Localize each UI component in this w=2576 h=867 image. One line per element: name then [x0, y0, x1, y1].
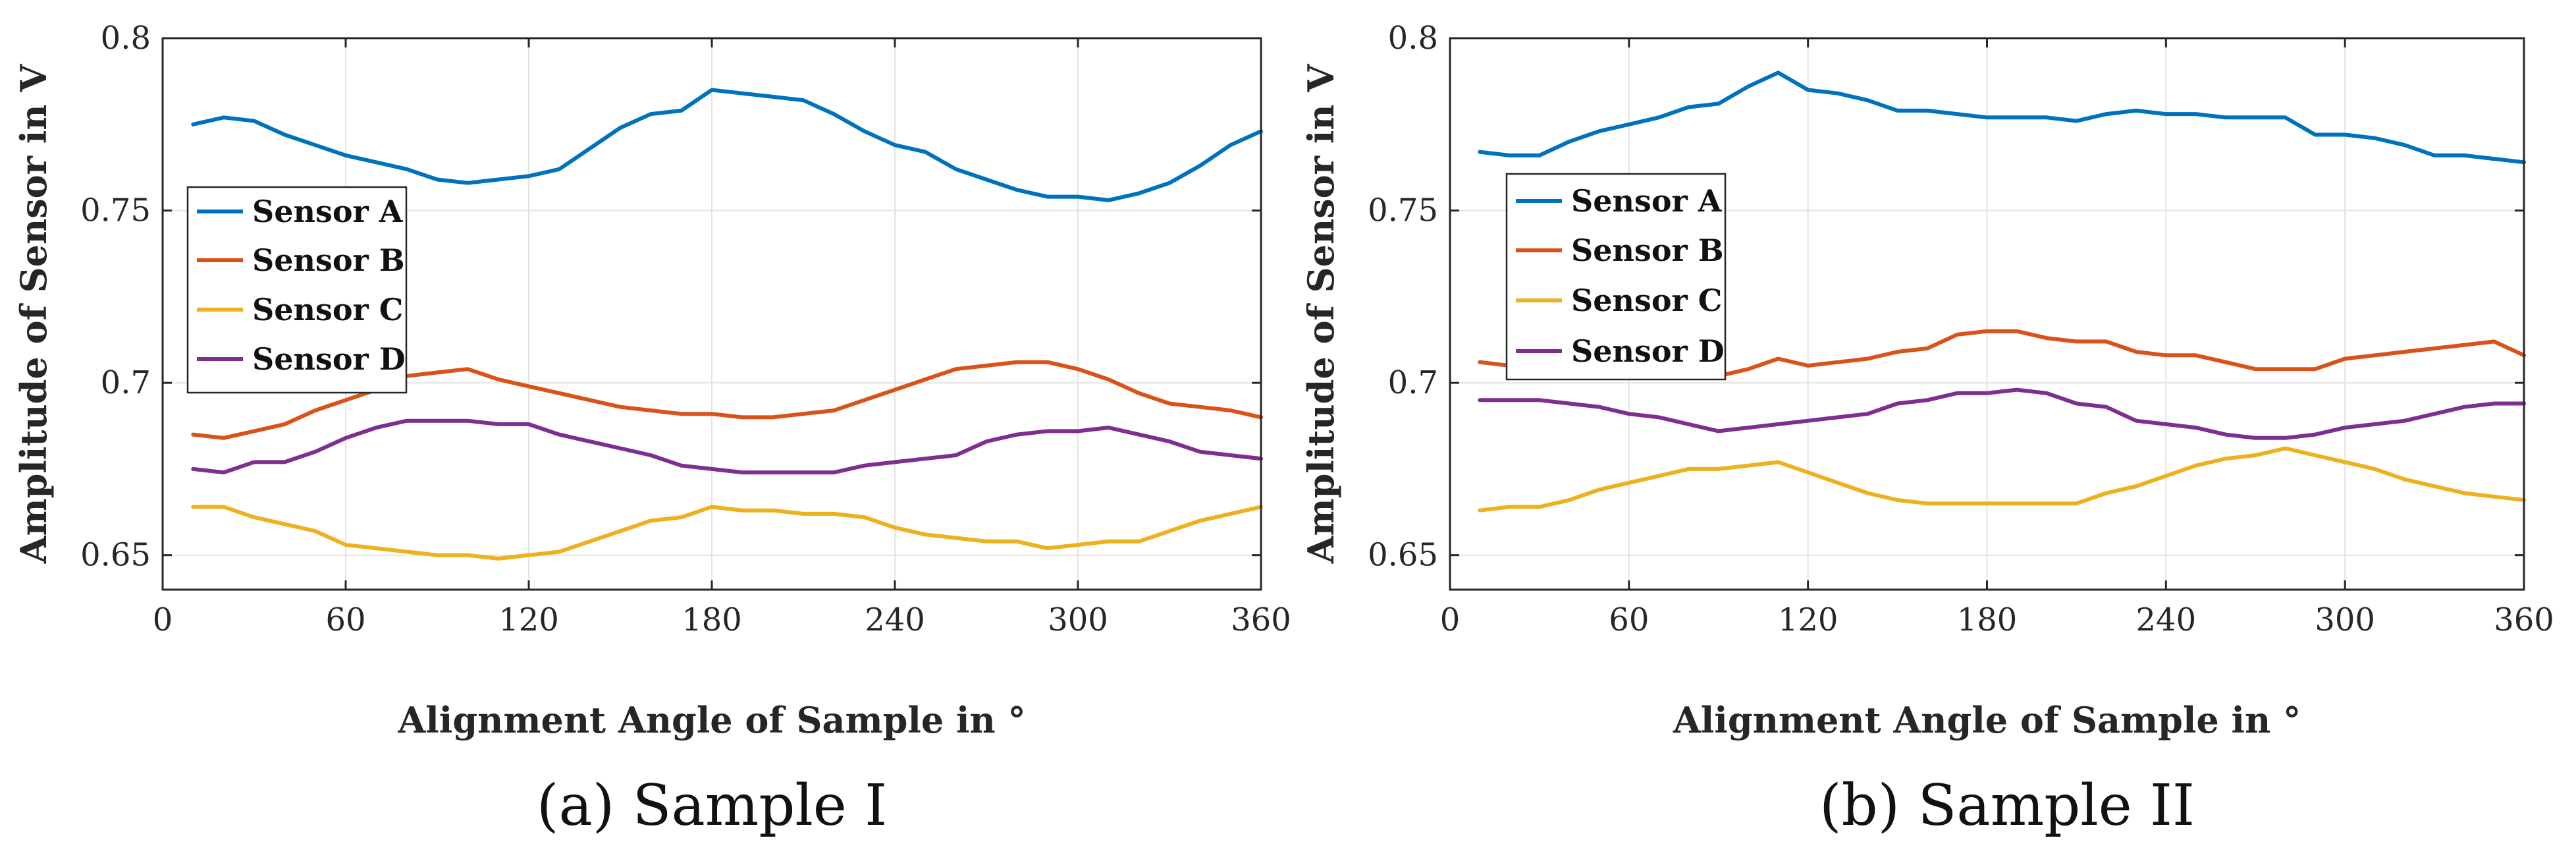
x-tick-label: 60	[1609, 601, 1649, 638]
series-line-sensor-d	[1478, 387, 2526, 440]
legend-entry-sensor-a: Sensor A	[252, 194, 404, 229]
chart-panel-2: 0 60 120 180 240 300 360 0.65 0.7 0.75 0.8 Alignmen…	[1300, 20, 2554, 839]
y-tick-label: 0.8	[101, 20, 151, 57]
series-line-sensor-d	[191, 418, 1263, 475]
y-tick-label: 0.75	[1368, 192, 1438, 229]
x-tick-label: 180	[682, 601, 742, 638]
x-tick-label: 300	[2315, 601, 2375, 638]
legend-entry-sensor-c: Sensor C	[252, 292, 403, 327]
legend-entry-sensor-d: Sensor D	[1571, 333, 1725, 369]
x-axis-label: Alignment Angle of Sample in °	[1673, 699, 2301, 741]
legend: Sensor A Sensor B Sensor C Sensor D	[1505, 173, 1727, 381]
x-tick-label: 120	[498, 601, 559, 638]
y-tick-label: 0.8	[1388, 20, 1438, 57]
y-tick-label: 0.75	[80, 192, 151, 229]
x-tick-label: 360	[2494, 601, 2554, 638]
legend-box	[1505, 173, 1727, 381]
x-tick-label: 240	[2136, 601, 2197, 638]
x-tick-label: 120	[1778, 601, 1838, 638]
legend: Sensor A Sensor B Sensor C Sensor D	[186, 186, 408, 394]
y-axis-label: Amplitude of Sensor in V	[1300, 64, 1342, 565]
x-tick-label: 180	[1957, 601, 2018, 638]
series-line-sensor-c	[1478, 446, 2526, 513]
y-axis-label: Amplitude of Sensor in V	[13, 64, 55, 565]
legend-entry-sensor-d: Sensor D	[252, 341, 406, 377]
legend-entry-sensor-b: Sensor B	[1571, 233, 1724, 268]
x-tick-label: 240	[865, 601, 925, 638]
series-line-sensor-a	[191, 88, 1263, 202]
panel-caption: (a) Sample I	[537, 773, 887, 839]
y-tick-label: 0.7	[1388, 364, 1438, 401]
x-tick-label: 300	[1048, 601, 1108, 638]
x-tick-label: 0	[153, 601, 173, 638]
series-line-sensor-a	[1478, 70, 2526, 165]
x-tick-label: 0	[1440, 601, 1461, 638]
legend-entry-sensor-b: Sensor B	[252, 242, 405, 278]
y-tick-label: 0.65	[1368, 537, 1438, 574]
x-tick-label: 360	[1231, 601, 1291, 638]
series-line-sensor-c	[191, 505, 1263, 561]
legend-entry-sensor-a: Sensor A	[1571, 183, 1723, 219]
y-tick-label: 0.65	[80, 537, 151, 574]
y-tick-label: 0.7	[101, 364, 151, 401]
legend-entry-sensor-c: Sensor C	[1571, 283, 1722, 318]
x-tick-label: 60	[325, 601, 365, 638]
chart-panel-1: 0 60 120 180 240 300 360 0.65 0.7 0.75 0.8 Alignmen…	[13, 20, 1291, 839]
x-axis-label: Alignment Angle of Sample in °	[397, 699, 1025, 741]
panel-caption: (b) Sample II	[1819, 773, 2195, 839]
